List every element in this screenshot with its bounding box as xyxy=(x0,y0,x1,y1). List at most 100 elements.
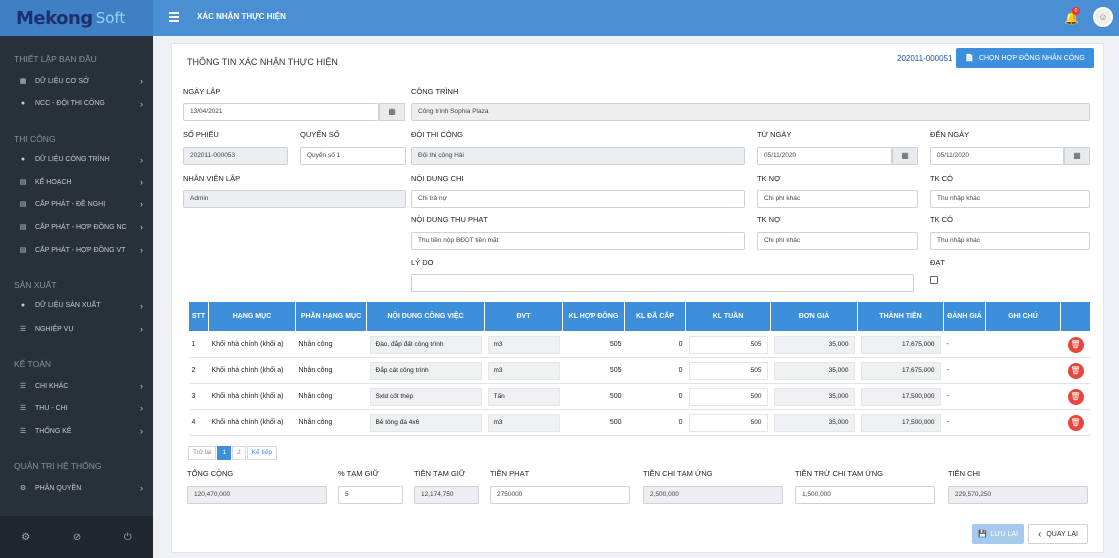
calendar-icon[interactable]: ▦ xyxy=(1064,147,1090,165)
sidebar-item-cap-phat-hd-vt[interactable]: ▤ CẤP PHÁT - HỢP ĐỒNG VT › xyxy=(18,245,143,255)
chevron-right-icon: › xyxy=(140,403,143,413)
sidebar-item-nghiep-vu[interactable]: ☰ NGHIỆP VỤ › xyxy=(18,324,143,334)
tk-co-label: TK CÓ xyxy=(930,215,953,224)
button-label: CHỌN HỢP ĐỒNG NHÂN CÔNG xyxy=(978,54,1085,62)
chevron-right-icon: › xyxy=(140,154,143,165)
col-header: NỘI DUNG CÔNG VIỆC xyxy=(366,301,485,332)
so-phieu-field[interactable]: 202011-000053 xyxy=(183,147,288,165)
tien-phat-field[interactable]: 2750000 xyxy=(490,486,630,504)
tien-chi-tam-ung-field[interactable]: 2,500,000 xyxy=(643,486,783,504)
row-dvt[interactable]: m3 xyxy=(487,361,560,380)
user-icon: ● xyxy=(20,100,26,107)
row-kl-tuan[interactable]: 500 xyxy=(688,387,768,406)
den-ngay-field[interactable]: 05/11/2020 xyxy=(930,147,1064,165)
row-don-gia[interactable]: 35,000 xyxy=(773,335,855,354)
row-don-gia[interactable]: 35,000 xyxy=(773,413,855,432)
tk-no-field[interactable]: Chi phí khác xyxy=(757,190,918,208)
row-hang-muc: Khối nhà chính (khối a) xyxy=(208,409,296,436)
row-thanh-tien[interactable]: 17,675,000 xyxy=(860,361,941,380)
delete-row-icon[interactable]: 🗑 xyxy=(1067,362,1084,379)
pagination-page-2[interactable]: 2 xyxy=(232,446,246,460)
sidebar-item-cap-phat-hd-nc[interactable]: ▤ CẤP PHÁT - HỢP ĐỒNG NC › xyxy=(18,222,143,232)
pagination: Trở lại 1 2 Kế tiếp xyxy=(188,446,277,460)
nhan-vien-label: NHÂN VIÊN LẬP xyxy=(183,174,241,183)
avatar[interactable]: ☺ xyxy=(1093,7,1113,27)
tk-co-field[interactable]: Thu nhập khác xyxy=(930,190,1090,208)
tk-co-field-2[interactable]: Thu nhập khác xyxy=(930,232,1090,250)
ngay-lap-field[interactable]: 13/04/2021 xyxy=(183,103,379,121)
noi-dung-chi-field[interactable]: Chi trả nợ xyxy=(411,190,745,208)
delete-row-icon[interactable]: 🗑 xyxy=(1067,414,1084,431)
tam-giu-pct-field[interactable]: 5 xyxy=(338,486,403,504)
calendar-icon[interactable]: ▦ xyxy=(892,147,918,165)
sidebar-item-ke-hoach[interactable]: ▤ KẾ HOẠCH › xyxy=(18,177,143,187)
row-thanh-tien[interactable]: 17,675,000 xyxy=(860,335,941,354)
pagination-next[interactable]: Kế tiếp xyxy=(246,446,277,460)
col-header xyxy=(1060,301,1091,332)
ly-do-field[interactable] xyxy=(411,274,914,292)
ngay-lap-label: NGÀY LẬP xyxy=(183,87,221,96)
nhan-vien-field[interactable]: Admin xyxy=(183,190,406,208)
sidebar-item-du-lieu-san-xuat[interactable]: ● DỮ LIỆU SẢN XUẤT › xyxy=(18,301,143,311)
tk-no-label: TK NỢ xyxy=(757,215,781,224)
save-icon: 💾 xyxy=(977,531,987,538)
save-button[interactable]: 💾 LƯU LẠI xyxy=(972,524,1024,544)
sidebar-section-title: QUẢN TRỊ HỆ THỐNG xyxy=(14,461,102,471)
cong-trinh-field[interactable]: Công trình Sophia Plaza xyxy=(411,103,1090,121)
pagination-prev[interactable]: Trở lại xyxy=(188,446,217,460)
row-don-gia[interactable]: 35,000 xyxy=(773,361,855,380)
sidebar-item-du-lieu-cong-trinh[interactable]: ● DỮ LIỆU CÔNG TRÌNH › xyxy=(18,154,143,165)
back-button[interactable]: ‹ QUAY LẠI xyxy=(1028,524,1088,544)
doi-thi-cong-field[interactable]: Đội thi công Hải xyxy=(411,147,745,165)
sidebar-item-thu-chi[interactable]: ☰ THU - CHI › xyxy=(18,403,143,413)
row-don-gia[interactable]: 35,000 xyxy=(773,387,855,406)
row-dvt[interactable]: m3 xyxy=(487,413,560,432)
sidebar-item-cap-phat-de-nghi[interactable]: ▤ CẤP PHÁT - ĐỀ NGHỊ › xyxy=(18,199,143,209)
sidebar-item-du-lieu-co-so[interactable]: ▦ DỮ LIỆU CƠ SỞ › xyxy=(18,76,143,86)
row-dvt[interactable]: m3 xyxy=(487,335,560,354)
tam-giu-pct-label: % TẠM GIỮ xyxy=(338,469,379,478)
hamburger-menu-icon[interactable] xyxy=(169,12,179,22)
row-noi-dung[interactable]: Đào, đắp đất công trình xyxy=(369,335,482,354)
delete-row-icon[interactable]: 🗑 xyxy=(1067,388,1084,405)
dat-label: ĐẠT xyxy=(930,258,945,267)
pagination-page-1[interactable]: 1 xyxy=(217,446,232,460)
sidebar-section-title: SẢN XUẤT xyxy=(14,280,57,290)
row-kl-tuan[interactable]: 500 xyxy=(688,413,768,432)
row-noi-dung[interactable]: Đắp cát công trình xyxy=(369,361,482,380)
tien-chi-field[interactable]: 229,570,250 xyxy=(948,486,1088,504)
row-kl-tuan[interactable]: 505 xyxy=(688,361,768,380)
tu-ngay-field[interactable]: 05/11/2020 xyxy=(757,147,892,165)
row-dvt[interactable]: Tấn xyxy=(487,387,560,406)
tien-tam-giu-field[interactable]: 12,174,750 xyxy=(414,486,479,504)
settings-icon[interactable]: ⚙ xyxy=(21,531,31,543)
sidebar-item-label: DỮ LIỆU CƠ SỞ xyxy=(35,77,90,85)
sidebar-item-phan-quyen[interactable]: ⚙ PHÂN QUYỀN › xyxy=(18,483,143,493)
sidebar-item-chi-khac[interactable]: ☰ CHI KHÁC › xyxy=(18,381,143,391)
chevron-right-icon: › xyxy=(140,76,143,86)
sidebar-item-label: DỮ LIỆU SẢN XUẤT xyxy=(35,302,101,309)
eye-slash-icon[interactable]: ⊘ xyxy=(72,531,82,543)
row-thanh-tien[interactable]: 17,500,000 xyxy=(860,387,941,406)
row-noi-dung[interactable]: Bê tông đá 4x6 xyxy=(369,413,482,432)
quyen-so-field[interactable]: Quyển số 1 xyxy=(300,147,406,165)
choose-labor-contract-button[interactable]: 📄 CHỌN HỢP ĐỒNG NHÂN CÔNG xyxy=(956,48,1094,68)
delete-row-icon[interactable]: 🗑 xyxy=(1067,336,1084,353)
tk-no-field-2[interactable]: Chi phí khác xyxy=(757,232,918,250)
sidebar-item-ncc[interactable]: ● NCC - ĐỘI THI CÔNG › xyxy=(18,99,143,109)
dat-checkbox[interactable] xyxy=(930,276,938,284)
row-thanh-tien[interactable]: 17,500,000 xyxy=(860,413,941,432)
sidebar-footer: ⚙ ⊘ ⏻ xyxy=(0,516,153,558)
power-icon[interactable]: ⏻ xyxy=(123,531,132,543)
sidebar-item-thong-ke[interactable]: ☰ THỐNG KÊ › xyxy=(18,426,143,436)
tk-co-label: TK CÓ xyxy=(930,174,953,183)
tien-tru-chi-tam-ung-field[interactable]: 1,500,000 xyxy=(795,486,935,504)
noi-dung-thu-phat-field[interactable]: Thu tiền nộp BĐDT tiền mặt xyxy=(411,232,745,250)
tong-cong-field[interactable]: 120,470,000 xyxy=(187,486,327,504)
row-kl-tuan[interactable]: 505 xyxy=(688,335,768,354)
list-icon: ▤ xyxy=(19,201,27,208)
logo[interactable]: Mekong Soft xyxy=(0,0,153,36)
sidebar-item-label: KẾ HOẠCH xyxy=(35,178,72,186)
row-noi-dung[interactable]: Sxld cốt thép xyxy=(369,387,482,406)
calendar-icon[interactable]: ▦ xyxy=(379,103,405,121)
